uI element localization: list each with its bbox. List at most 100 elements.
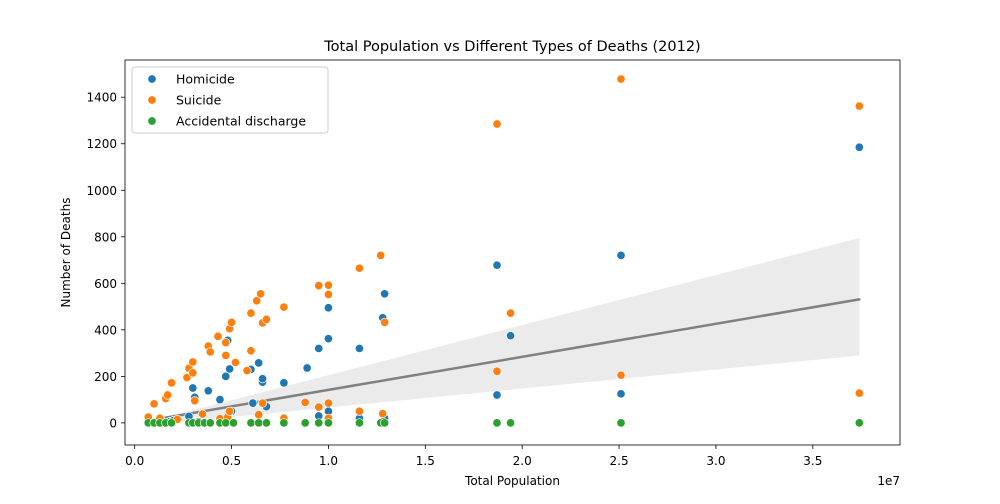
chart-title: Total Population vs Different Types of D… [323, 39, 700, 55]
suicide-point [246, 308, 256, 318]
suicide-point [230, 357, 240, 367]
accidental-discharge-point [279, 418, 289, 428]
suicide-point [506, 308, 516, 318]
legend-marker-suicide [147, 95, 157, 105]
homicide-point [492, 390, 502, 400]
suicide-point [323, 280, 333, 290]
y-tick-label: 0 [109, 416, 117, 430]
suicide-point [188, 357, 198, 367]
x-tick-label: 3.0 [706, 454, 725, 468]
homicide-point [279, 378, 289, 388]
legend-label-accidental-discharge: Accidental discharge [176, 114, 306, 129]
homicide-point [506, 331, 516, 341]
accidental-discharge-point [354, 418, 364, 428]
suicide-point [376, 250, 386, 260]
suicide-point [314, 281, 324, 291]
suicide-point [190, 396, 200, 406]
homicide-point [854, 142, 864, 152]
y-tick-label: 600 [94, 277, 117, 291]
homicide-point [314, 343, 324, 354]
homicide-point [225, 364, 235, 374]
suicide-point [252, 296, 262, 306]
suicide-point [854, 388, 864, 398]
homicide-point [616, 389, 626, 399]
y-tick-label: 800 [94, 230, 117, 244]
accidental-discharge-point [314, 418, 324, 428]
x-tick-label: 2.5 [610, 454, 629, 468]
suicide-point [492, 366, 502, 376]
accidental-discharge-point [323, 418, 333, 428]
suicide-point [197, 409, 208, 419]
suicide-point [323, 289, 333, 300]
suicide-point [256, 289, 266, 299]
regression-line [147, 298, 861, 422]
x-tick-label: 0.5 [222, 454, 241, 468]
homicide-point [323, 334, 333, 344]
suicide-point [149, 399, 159, 409]
suicide-point [323, 398, 333, 408]
x-tick-label: 1.5 [416, 454, 435, 468]
suicide-point [279, 302, 289, 312]
suicide-point [242, 366, 252, 376]
suicide-point [254, 410, 264, 420]
legend: Homicide Suicide Accidental discharge [131, 66, 329, 134]
legend-box [131, 66, 329, 134]
suicide-point [854, 101, 864, 111]
suicide-point [258, 398, 268, 408]
accidental-discharge-point [492, 418, 502, 428]
suicide-point [188, 368, 198, 378]
suicide-point [205, 347, 215, 357]
accidental-discharge-point [246, 418, 256, 428]
confidence-band [148, 237, 860, 426]
legend-marker-homicide [147, 74, 157, 84]
homicide-point [254, 358, 264, 368]
x-tick-label: 1.0 [319, 454, 338, 468]
accidental-discharge-point [300, 418, 310, 428]
accidental-discharge-point [261, 418, 271, 428]
suicide-point [616, 74, 626, 84]
homicide-point [215, 395, 225, 405]
accidental-discharge-point [506, 418, 516, 428]
suicide-point [221, 338, 231, 348]
regression-line-layer [147, 298, 861, 422]
suicide-point [354, 263, 364, 273]
suicide-point [166, 378, 177, 388]
y-axis-label: Number of Deaths [59, 198, 73, 308]
legend-label-suicide: Suicide [176, 93, 222, 108]
suicide-point [314, 402, 324, 412]
homicide-point [188, 383, 198, 393]
suicide-point [354, 406, 364, 416]
suicide-point [163, 390, 173, 400]
accidental-discharge-point [380, 418, 390, 428]
confidence-band-layer [148, 237, 860, 426]
x-tick-label: 3.5 [803, 454, 822, 468]
x-tick-label: 0.0 [125, 454, 144, 468]
homicide-point [323, 303, 333, 313]
y-tick-label: 1200 [86, 137, 117, 151]
accidental-discharge-point [228, 418, 239, 428]
homicide-point [203, 386, 213, 396]
suicide-point [261, 314, 271, 324]
legend-label-homicide: Homicide [176, 72, 235, 87]
homicide-point [492, 260, 502, 270]
homicide-point [258, 374, 268, 384]
suicide-point [380, 317, 390, 327]
x-axis-ticks: 0.0 0.5 1.0 1.5 2.0 2.5 3.0 3.5 [125, 445, 822, 468]
y-tick-label: 200 [94, 370, 117, 384]
suicide-point [300, 397, 310, 407]
accidental-discharge-point [166, 418, 177, 428]
x-axis-offset-label: 1e7 [877, 474, 900, 488]
homicide-point [248, 398, 258, 408]
homicide-point [354, 343, 364, 354]
suicide-point [221, 350, 231, 360]
data-points-layer [143, 74, 864, 428]
x-tick-label: 2.0 [513, 454, 532, 468]
accidental-discharge-point [221, 418, 231, 428]
suicide-point [492, 119, 502, 129]
plot-area-frame [124, 59, 901, 446]
homicide-point [616, 250, 626, 260]
suicide-point [225, 406, 235, 416]
y-tick-label: 1000 [86, 184, 117, 198]
suicide-point [378, 409, 388, 419]
